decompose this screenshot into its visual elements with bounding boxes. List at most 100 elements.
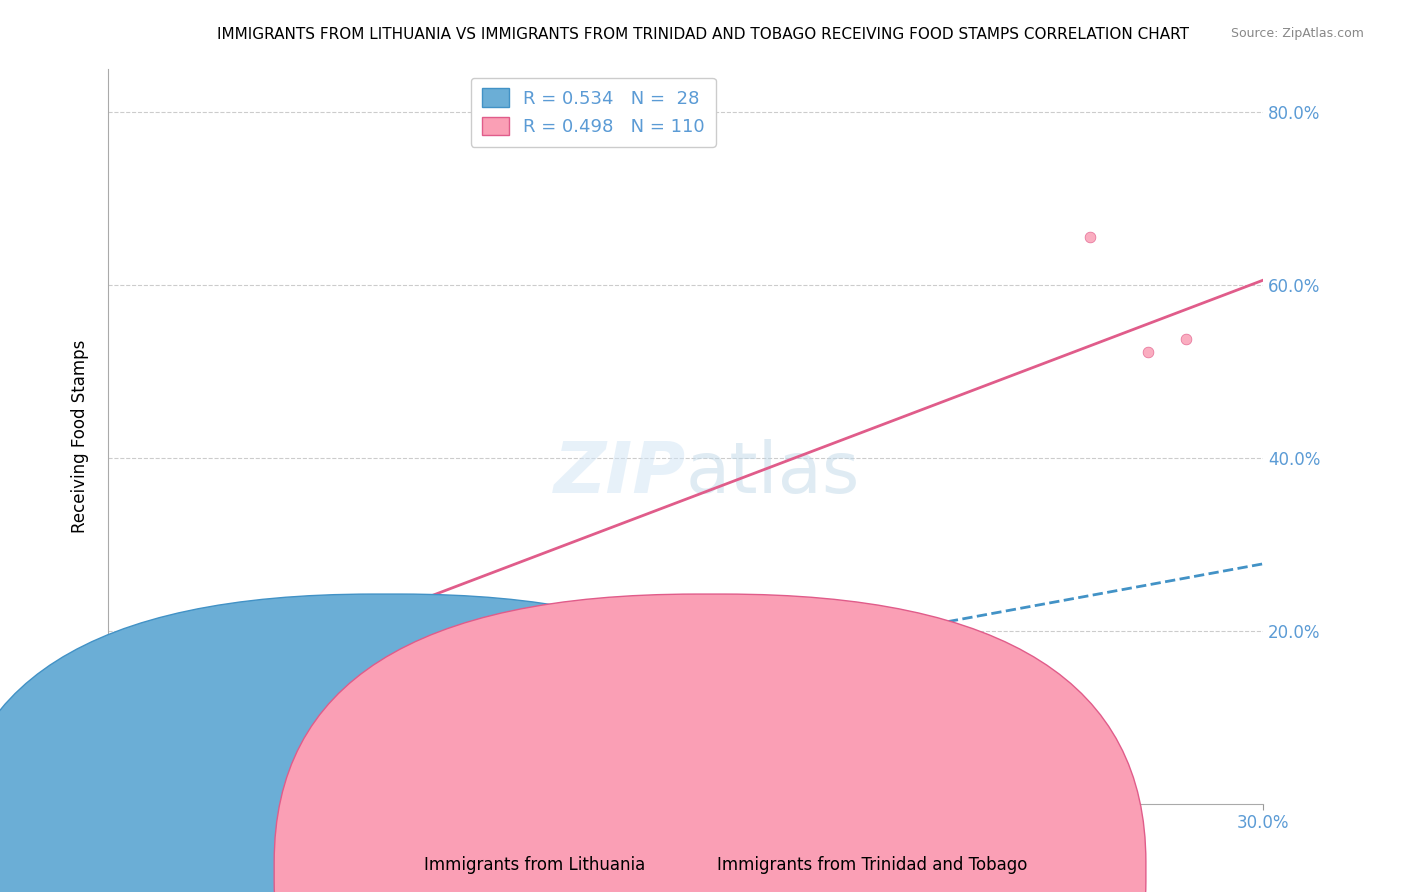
Point — [120, 691, 142, 706]
Point — [226, 648, 249, 662]
Point — [103, 734, 125, 748]
Point — [125, 720, 148, 734]
Point — [204, 642, 226, 657]
Point — [177, 686, 200, 700]
Point — [238, 679, 260, 693]
Point — [141, 697, 163, 711]
Point — [139, 764, 162, 778]
Point — [129, 747, 152, 761]
Point — [115, 717, 138, 731]
Point — [167, 671, 190, 685]
Point — [138, 698, 160, 712]
Point — [215, 633, 238, 648]
Point — [98, 768, 121, 782]
Point — [209, 685, 232, 699]
Point — [165, 744, 187, 758]
Point — [247, 633, 270, 648]
Point — [142, 747, 165, 761]
Point — [194, 759, 217, 773]
Point — [170, 755, 193, 769]
Point — [163, 756, 186, 771]
Point — [212, 629, 235, 643]
Point — [135, 693, 157, 707]
Point — [259, 743, 281, 757]
Point — [103, 723, 125, 738]
Legend: R = 0.534   N =  28, R = 0.498   N = 110: R = 0.534 N = 28, R = 0.498 N = 110 — [471, 78, 716, 147]
Point — [115, 690, 138, 704]
Point — [240, 716, 263, 731]
Point — [101, 786, 124, 800]
Point — [267, 690, 290, 704]
Point — [136, 797, 159, 811]
Point — [222, 706, 245, 720]
Point — [193, 734, 215, 748]
Point — [202, 627, 225, 641]
Point — [267, 649, 290, 664]
Point — [107, 745, 129, 759]
Point — [191, 662, 214, 676]
Point — [177, 687, 200, 701]
Point — [155, 729, 177, 743]
Point — [1175, 332, 1198, 346]
Point — [187, 650, 209, 665]
Point — [159, 684, 181, 698]
Point — [131, 631, 153, 645]
Point — [121, 710, 143, 724]
Text: Source: ZipAtlas.com: Source: ZipAtlas.com — [1230, 27, 1364, 40]
Point — [112, 676, 135, 690]
Point — [152, 773, 174, 788]
Point — [194, 632, 217, 646]
Point — [110, 706, 132, 720]
Point — [155, 659, 177, 673]
Point — [146, 703, 169, 717]
Point — [243, 633, 266, 648]
Point — [184, 709, 207, 723]
Point — [103, 744, 125, 758]
Point — [319, 632, 342, 647]
Point — [114, 718, 136, 732]
Point — [138, 750, 160, 764]
Point — [194, 732, 217, 747]
Point — [97, 777, 120, 791]
Point — [153, 652, 176, 666]
Text: ZIP: ZIP — [554, 439, 686, 508]
Point — [150, 698, 173, 712]
Point — [134, 673, 156, 687]
Point — [274, 709, 297, 723]
Point — [127, 672, 149, 686]
Point — [120, 653, 142, 667]
Point — [121, 649, 143, 664]
Point — [134, 716, 156, 731]
Point — [156, 701, 179, 715]
Point — [128, 699, 150, 714]
Point — [212, 608, 235, 623]
Point — [117, 778, 139, 792]
Point — [200, 725, 222, 739]
Point — [110, 738, 132, 752]
Point — [110, 674, 132, 689]
Point — [111, 797, 134, 811]
Point — [104, 665, 127, 680]
Point — [186, 690, 208, 704]
Point — [173, 675, 195, 690]
Point — [117, 778, 139, 792]
Point — [177, 634, 200, 648]
Point — [104, 756, 127, 770]
Point — [181, 780, 204, 795]
Point — [212, 739, 235, 754]
Point — [124, 707, 146, 722]
Text: IMMIGRANTS FROM LITHUANIA VS IMMIGRANTS FROM TRINIDAD AND TOBAGO RECEIVING FOOD : IMMIGRANTS FROM LITHUANIA VS IMMIGRANTS … — [217, 27, 1189, 42]
Text: Immigrants from Trinidad and Tobago: Immigrants from Trinidad and Tobago — [717, 856, 1026, 874]
Point — [159, 681, 181, 695]
Point — [121, 652, 143, 666]
Point — [204, 647, 226, 661]
Point — [110, 694, 132, 708]
Point — [149, 675, 172, 690]
Point — [273, 714, 295, 728]
Point — [121, 755, 143, 769]
Point — [173, 656, 195, 670]
Point — [146, 724, 169, 739]
Point — [328, 679, 350, 693]
Point — [160, 665, 183, 680]
Point — [1078, 230, 1101, 244]
